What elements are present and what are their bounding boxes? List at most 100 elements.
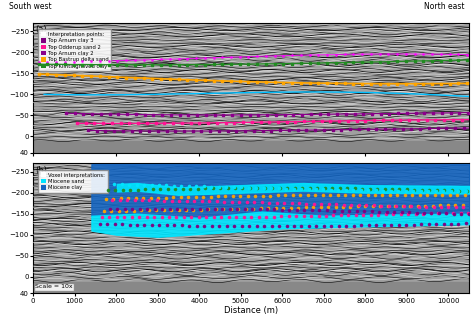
- Point: [240, 215, 247, 220]
- Point: [133, 222, 141, 227]
- Point: [324, 204, 332, 210]
- Point: [280, 53, 287, 58]
- Point: [219, 78, 226, 83]
- Point: [138, 198, 146, 203]
- Point: [93, 128, 100, 133]
- Point: [245, 54, 252, 59]
- Point: [341, 52, 348, 57]
- Point: [256, 207, 264, 212]
- Point: [213, 120, 220, 126]
- Point: [222, 194, 229, 199]
- Point: [171, 223, 178, 228]
- Point: [125, 182, 133, 187]
- Point: [332, 81, 340, 86]
- Point: [147, 195, 155, 200]
- Point: [254, 79, 261, 84]
- Point: [309, 119, 317, 124]
- Point: [434, 211, 442, 216]
- Point: [231, 185, 239, 191]
- Point: [431, 192, 438, 198]
- Point: [201, 55, 209, 61]
- Point: [169, 195, 177, 200]
- Point: [417, 222, 425, 227]
- Point: [237, 112, 245, 118]
- Point: [425, 126, 433, 131]
- Point: [232, 215, 240, 220]
- Point: [454, 188, 462, 194]
- Point: [290, 112, 297, 117]
- Point: [35, 71, 43, 77]
- Point: [172, 186, 179, 191]
- Point: [136, 206, 144, 212]
- Point: [128, 206, 136, 212]
- Point: [333, 111, 341, 117]
- Point: [459, 203, 466, 208]
- Point: [350, 60, 357, 65]
- Point: [355, 202, 363, 208]
- Point: [395, 222, 402, 228]
- Point: [351, 111, 358, 116]
- Point: [313, 223, 320, 229]
- Point: [392, 203, 400, 209]
- Point: [362, 118, 369, 123]
- Point: [98, 215, 106, 220]
- Point: [195, 120, 203, 126]
- Point: [178, 183, 185, 188]
- Point: [371, 192, 379, 197]
- Point: [202, 112, 210, 118]
- Point: [423, 117, 430, 123]
- Point: [292, 119, 299, 124]
- Point: [237, 185, 245, 190]
- Point: [437, 203, 444, 208]
- Point: [87, 62, 95, 67]
- Point: [385, 203, 392, 208]
- Point: [367, 81, 374, 86]
- Point: [380, 188, 387, 193]
- Point: [305, 186, 312, 192]
- Point: [206, 199, 213, 204]
- Legend: Interpretation points:, Top Arnum clay 3, Top Odderup sand 2, Top Arnum clay 2, : Interpretation points:, Top Arnum clay 3…: [38, 29, 111, 71]
- Point: [275, 224, 283, 229]
- Point: [390, 126, 398, 131]
- Point: [126, 121, 133, 126]
- Point: [381, 126, 389, 132]
- Point: [307, 112, 315, 117]
- Point: [248, 206, 256, 212]
- Point: [328, 185, 336, 191]
- Point: [89, 111, 96, 116]
- Point: [73, 121, 81, 126]
- Point: [418, 187, 426, 192]
- Point: [335, 223, 343, 228]
- Point: [405, 210, 413, 215]
- Point: [128, 128, 136, 134]
- Point: [292, 214, 300, 219]
- Point: [462, 221, 470, 226]
- Point: [310, 201, 318, 206]
- Point: [187, 121, 194, 126]
- Point: [135, 215, 143, 220]
- Point: [105, 58, 112, 64]
- Point: [245, 62, 252, 67]
- Point: [366, 186, 374, 191]
- Point: [306, 185, 314, 191]
- Point: [437, 52, 445, 57]
- Point: [268, 224, 275, 229]
- Point: [222, 185, 230, 190]
- Point: [156, 186, 164, 192]
- Point: [109, 196, 117, 201]
- Point: [233, 206, 241, 212]
- Point: [465, 110, 472, 115]
- Point: [211, 206, 219, 211]
- Point: [148, 76, 156, 81]
- Point: [283, 185, 291, 191]
- Point: [248, 120, 255, 125]
- Point: [424, 188, 432, 194]
- Point: [189, 206, 196, 211]
- Point: [122, 75, 130, 80]
- Point: [419, 58, 427, 64]
- Point: [227, 54, 235, 60]
- Point: [454, 193, 461, 198]
- Point: [437, 204, 445, 210]
- Point: [215, 128, 223, 134]
- Point: [388, 118, 395, 123]
